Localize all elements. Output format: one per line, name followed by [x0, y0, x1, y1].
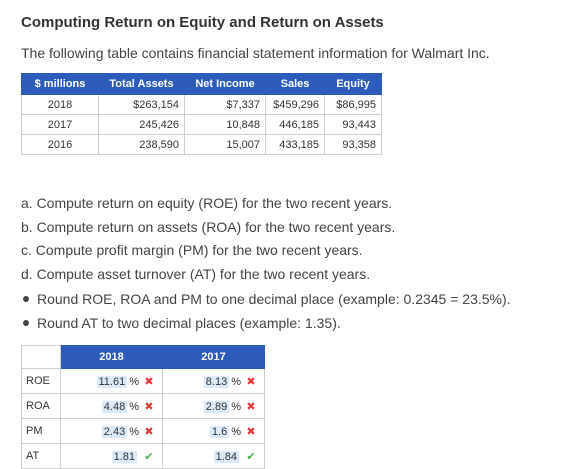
table-cell: 2016 [21, 134, 99, 155]
table-cell: $459,296 [265, 94, 325, 115]
incorrect-icon: ✖ [246, 425, 256, 438]
table-cell: 238,590 [98, 134, 185, 155]
question-list: a. Compute return on equity (ROE) for th… [21, 192, 395, 286]
instruction-item: Round AT to two decimal places (example:… [21, 311, 511, 335]
answer-input-roa-2018[interactable]: 4.48% ✖ [60, 393, 163, 419]
question-item: a. Compute return on equity (ROE) for th… [21, 195, 393, 211]
table-row: 2018 $263,154 $7,337 $459,296 $86,995 [21, 94, 382, 115]
percent-unit: % [129, 400, 139, 413]
table-cell: $263,154 [98, 94, 185, 115]
percent-unit: % [129, 375, 139, 388]
answer-row-roe: ROE 11.61% ✖ 8.13% ✖ [21, 368, 265, 394]
table-cell: 2017 [21, 114, 99, 135]
row-label: ROA [21, 393, 61, 419]
table-cell: $86,995 [324, 94, 382, 115]
incorrect-icon: ✖ [246, 400, 256, 413]
answer-value[interactable]: 2.43 [101, 425, 128, 438]
question-item: c. Compute profit margin (PM) for the tw… [21, 242, 363, 258]
table-cell: 446,185 [265, 114, 325, 135]
answer-input-at-2017[interactable]: 1.84 ✔ [162, 443, 265, 469]
percent-unit: % [231, 375, 241, 388]
percent-unit: % [231, 400, 241, 413]
table-cell: 10,848 [184, 114, 266, 135]
incorrect-icon: ✖ [144, 400, 154, 413]
answer-value[interactable]: 11.61 [96, 375, 128, 388]
table-cell: 15,007 [184, 134, 266, 155]
header-cell: Sales [265, 73, 325, 95]
percent-unit: % [231, 425, 241, 438]
answer-input-pm-2018[interactable]: 2.43% ✖ [60, 418, 163, 444]
table-cell: 245,426 [98, 114, 185, 135]
intro-text: The following table contains financial s… [21, 45, 490, 61]
table-row: 2017 245,426 10,848 446,185 93,443 [21, 114, 382, 135]
financial-table: $ millions Total Assets Net Income Sales… [21, 73, 382, 155]
answer-header-row: 2018 2017 [21, 345, 265, 369]
incorrect-icon: ✖ [144, 425, 154, 438]
table-cell: $7,337 [184, 94, 266, 115]
answer-value[interactable]: 8.13 [203, 375, 230, 388]
row-label: PM [21, 418, 61, 444]
answer-value[interactable]: 2.89 [203, 400, 230, 413]
answer-input-pm-2017[interactable]: 1.6% ✖ [162, 418, 265, 444]
answer-input-roa-2017[interactable]: 2.89% ✖ [162, 393, 265, 419]
table-cell: 2018 [21, 94, 99, 115]
question-item: b. Compute return on assets (ROA) for th… [21, 218, 396, 235]
header-cell: Total Assets [98, 73, 185, 95]
answer-table: 2018 2017 ROE 11.61% ✖ 8.13% ✖ ROA 4.48% ✖ … [21, 345, 265, 469]
question-item: d. Compute asset turnover (AT) for the t… [21, 265, 371, 282]
table-cell: 93,358 [324, 134, 382, 155]
answer-row-at: AT 1.81 ✔ 1.84 ✔ [21, 443, 265, 469]
table-cell: 433,185 [265, 134, 325, 155]
row-label: AT [21, 443, 61, 469]
answer-value[interactable]: 1.6 [209, 425, 230, 438]
answer-input-roe-2017[interactable]: 8.13% ✖ [162, 368, 265, 394]
table-header-row: $ millions Total Assets Net Income Sales… [21, 73, 382, 95]
answer-value[interactable]: 4.48 [101, 400, 128, 413]
answer-value[interactable]: 1.84 [213, 450, 239, 463]
answer-row-roa: ROA 4.48% ✖ 2.89% ✖ [21, 393, 265, 419]
answer-input-at-2018[interactable]: 1.81 ✔ [60, 443, 163, 469]
correct-icon: ✔ [144, 450, 154, 463]
header-cell: Net Income [184, 73, 266, 95]
header-2017: 2017 [162, 345, 265, 369]
table-row: 2016 238,590 15,007 433,185 93,358 [21, 134, 382, 155]
page-title: Computing Return on Equity and Return on… [21, 14, 384, 31]
header-2018: 2018 [60, 345, 163, 369]
incorrect-icon: ✖ [144, 375, 154, 388]
percent-unit: % [129, 425, 139, 438]
answer-input-roe-2018[interactable]: 11.61% ✖ [60, 368, 163, 394]
header-cell: Equity [324, 73, 382, 95]
table-cell: 93,443 [324, 114, 382, 135]
incorrect-icon: ✖ [246, 375, 256, 388]
row-label: ROE [21, 368, 61, 394]
answer-value[interactable]: 1.81 [111, 450, 137, 463]
answer-row-pm: PM 2.43% ✖ 1.6% ✖ [21, 418, 265, 444]
instruction-list: Round ROE, ROA and PM to one decimal pla… [21, 287, 511, 335]
header-blank [21, 345, 61, 369]
instruction-item: Round ROE, ROA and PM to one decimal pla… [21, 287, 511, 311]
correct-icon: ✔ [246, 450, 256, 463]
header-cell: $ millions [21, 73, 99, 95]
